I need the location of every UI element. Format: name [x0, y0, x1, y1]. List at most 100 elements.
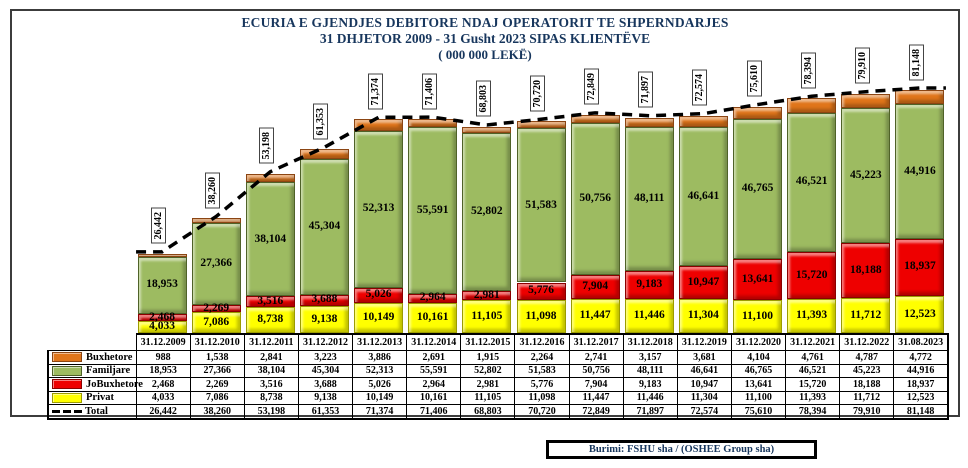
legend-swatch-privat — [52, 392, 82, 403]
table-value-cell: 46,521 — [784, 363, 841, 378]
bar-segment-privat: 11,447 — [570, 298, 620, 333]
table-value-cell: 51,583 — [514, 363, 570, 378]
bar-segment-label: 10,947 — [687, 276, 720, 289]
table-value-cell: 2,964 — [406, 377, 462, 392]
bar-segment-privat: 11,098 — [516, 299, 566, 333]
table-value-cell: 11,105 — [460, 390, 516, 405]
bar-segment-buxhetore — [245, 173, 295, 183]
table-value-cell: 75,610 — [730, 404, 787, 420]
bar-segment-label: 7,086 — [203, 315, 230, 328]
table-value-cell: 11,393 — [784, 390, 841, 405]
bar-segment-label: 55,591 — [416, 203, 449, 216]
table-value-cell: 11,712 — [839, 390, 895, 405]
table-value-cell: 72,574 — [676, 404, 732, 420]
bar-segment-label: 4,033 — [149, 320, 175, 333]
table-value-cell: 53,198 — [243, 404, 299, 420]
table-date-header: 31.12.2017 — [568, 333, 624, 351]
bar-segment-label: 48,111 — [634, 192, 665, 205]
bar-segment-privat: 11,446 — [624, 298, 674, 333]
bar-segment-label: 2,964 — [419, 291, 446, 304]
table-value-cell: 3,688 — [297, 377, 354, 392]
table-value-cell: 4,761 — [784, 350, 841, 365]
legend-cell-privat: Privat — [47, 390, 137, 405]
table-value-cell: 4,787 — [839, 350, 895, 365]
bar-segment-label: 9,138 — [311, 312, 338, 325]
bar-segment-label: 3,688 — [311, 293, 338, 306]
bar-segment-label: 46,765 — [741, 182, 774, 195]
bar-segment-familjare: 27,366 — [191, 223, 241, 305]
bar-segment-label: 2,468 — [149, 310, 175, 323]
bar-segment-jobuxhetore: 15,720 — [787, 251, 837, 299]
bar-segment-jobuxhetore: 3,516 — [245, 295, 295, 307]
bar-segment-label: 51,583 — [525, 198, 557, 211]
chart-title-line2: 31 DHJETOR 2009 - 31 Gusht 2023 SIPAS KL… — [319, 30, 651, 46]
bar-segment-label: 45,304 — [308, 220, 341, 233]
bar-segment-jobuxhetore: 5,026 — [354, 287, 404, 303]
table-value-cell: 70,720 — [514, 404, 570, 420]
table-row-familjare: Familjare 18,953 27,366 38,104 45,304 52,313 5… — [47, 363, 949, 378]
legend-cell-jobuxhetore: JoBuxhetore — [47, 377, 143, 392]
source-label: Burimi: FSHU sha / (OSHEE Group sha) — [588, 444, 775, 455]
bar-segment-familjare: 44,916 — [895, 104, 945, 239]
bar-segment-jobuxhetore: 13,641 — [733, 258, 783, 300]
table-value-cell: 10,149 — [351, 390, 408, 405]
table-value-cell: 71,374 — [351, 404, 408, 420]
bar-segment-label: 2,269 — [203, 301, 230, 314]
bar-segment-label: 11,712 — [850, 308, 882, 321]
table-value-cell: 7,904 — [568, 377, 624, 392]
legend-label: Buxhetore — [86, 351, 133, 363]
table-value-cell: 45,223 — [839, 363, 895, 378]
bar-segment-buxhetore — [299, 149, 349, 159]
bar-segment-privat: 11,393 — [787, 298, 837, 333]
legend-swatch-jobuxhetore — [52, 379, 82, 390]
bar-segment-jobuxhetore: 18,937 — [895, 238, 945, 296]
table-value-cell: 9,183 — [622, 377, 678, 392]
chart-title-line3: ( 000 000 LEKË) — [438, 46, 532, 62]
table-date-header: 31.12.2009 — [135, 333, 191, 351]
bar-segment-privat: 11,712 — [841, 297, 891, 333]
bar-segment-jobuxhetore: 7,904 — [570, 275, 620, 299]
bar-segment-familjare: 50,756 — [570, 123, 620, 276]
table-value-cell: 3,886 — [351, 350, 408, 365]
bar-segment-buxhetore — [570, 114, 620, 124]
bar-segment-label: 11,446 — [633, 309, 665, 322]
data-table: 31.12.2009 31.12.2010 31.12.2011 31.12.2012… — [47, 333, 949, 420]
table-value-cell: 44,916 — [893, 363, 949, 378]
bar-segment-label: 7,904 — [582, 280, 609, 293]
bar-segment-label: 50,756 — [579, 192, 611, 205]
total-label-box: 53,198 — [259, 128, 275, 164]
table-value-cell: 11,098 — [514, 390, 570, 405]
table-value-cell: 2,264 — [514, 350, 570, 365]
bar-segment-familjare: 46,641 — [678, 126, 728, 267]
bar-segment-label: 46,521 — [795, 175, 828, 188]
table-date-header: 31.12.2016 — [514, 333, 570, 351]
table-value-cell: 38,260 — [189, 404, 245, 420]
table-value-cell: 3,223 — [297, 350, 354, 365]
table-date-header: 31.12.2020 — [730, 333, 787, 351]
bar-segment-label: 18,188 — [849, 263, 882, 276]
bar-segment-buxhetore — [624, 117, 674, 128]
table-date-header: 31.12.2019 — [676, 333, 732, 351]
bar-segment-label: 11,100 — [742, 309, 774, 322]
total-label-box: 79,910 — [854, 48, 870, 84]
table-value-cell: 52,313 — [351, 363, 408, 378]
table-value-cell: 48,111 — [622, 363, 678, 378]
table-value-cell: 55,591 — [406, 363, 462, 378]
legend-cell-familjare: Familjare — [47, 363, 137, 378]
bar-segment-buxhetore — [191, 218, 241, 224]
bar-segment-familjare: 51,583 — [516, 128, 566, 283]
bar-segment-label: 10,161 — [416, 311, 449, 324]
table-date-header: 31.12.2012 — [297, 333, 354, 351]
bar-segment-label: 45,223 — [849, 169, 882, 182]
bar-segment-jobuxhetore: 2,964 — [408, 291, 458, 304]
bar-segment-privat: 11,304 — [678, 299, 728, 333]
table-value-cell: 26,442 — [135, 404, 191, 420]
table-value-cell: 11,100 — [730, 390, 787, 405]
bar-segment-label: 13,641 — [741, 272, 774, 285]
bar-segment-label: 44,916 — [904, 164, 936, 177]
legend-cell-total: Total — [47, 404, 137, 420]
total-label-box: 61,353 — [313, 103, 329, 140]
table-value-cell: 2,468 — [135, 377, 191, 392]
table-date-header: 31.12.2015 — [460, 333, 516, 351]
